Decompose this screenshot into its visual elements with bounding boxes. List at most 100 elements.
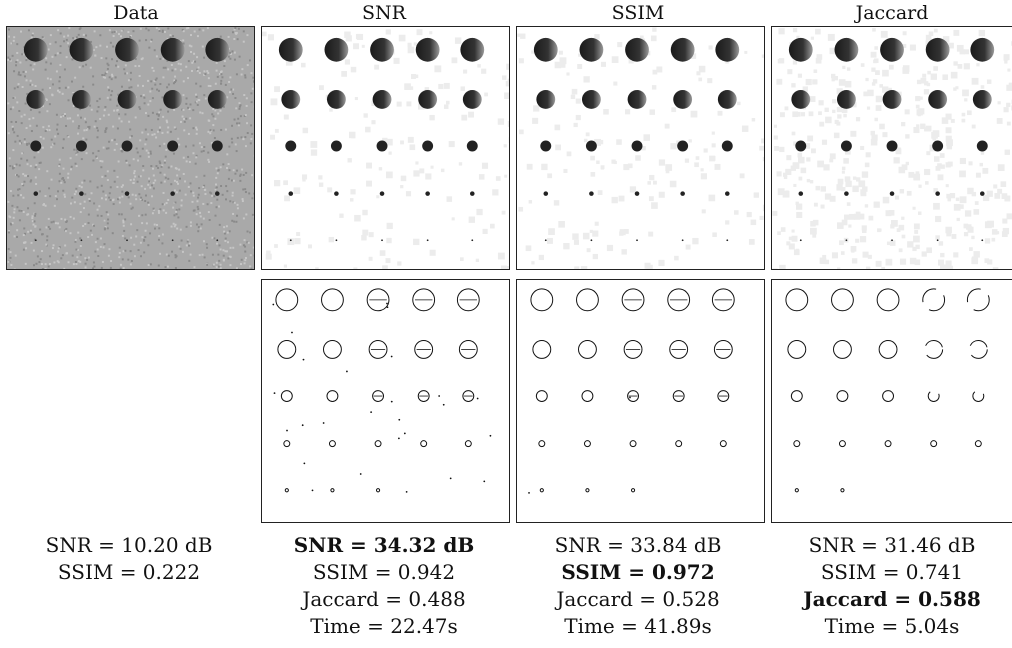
noise-speck (717, 110, 723, 116)
noise-speck (122, 250, 125, 253)
noise-speck (98, 205, 101, 208)
noise-speck (244, 145, 247, 148)
noise-speck (409, 144, 416, 151)
phantom-disk (798, 191, 804, 196)
noise-speck (841, 186, 846, 192)
noise-speck (973, 209, 980, 215)
noise-speck (104, 226, 107, 229)
noise-speck (157, 209, 160, 212)
noise-speck (250, 267, 253, 269)
noise-speck (192, 152, 195, 155)
noise-speck (813, 202, 818, 207)
noise-speck (107, 113, 110, 116)
noise-speck (62, 189, 65, 192)
noise-speck (224, 239, 227, 242)
noise-speck (600, 61, 606, 67)
noise-speck (833, 75, 838, 81)
noise-speck (882, 69, 889, 77)
noise-speck (250, 101, 253, 104)
noise-speck (845, 180, 852, 188)
noise-speck (845, 148, 851, 155)
noise-speck (8, 157, 11, 160)
metric-ssim: SSIM = 0.942 (312, 560, 456, 584)
noise-speck (121, 258, 124, 261)
noise-speck (11, 125, 14, 128)
noise-speck (22, 234, 25, 237)
noise-speck (231, 124, 234, 127)
noise-speck (611, 159, 616, 164)
noise-speck (239, 243, 242, 246)
noise-speck (992, 267, 999, 269)
noise-speck (63, 193, 66, 196)
noise-speck (203, 240, 205, 243)
noise-speck (209, 132, 212, 135)
noise-speck (341, 71, 348, 77)
noise-speck (192, 144, 195, 147)
noise-speck (893, 157, 900, 164)
edge-ring (326, 390, 339, 402)
noise-speck (797, 152, 803, 158)
edge-speck (438, 395, 441, 397)
noise-speck (658, 159, 666, 166)
edge-ring (629, 440, 637, 448)
noise-speck (777, 231, 781, 235)
noise-speck (156, 88, 159, 91)
noise-speck (203, 70, 206, 73)
noise-speck (31, 32, 34, 35)
noise-speck (28, 142, 31, 145)
noise-speck (216, 172, 219, 175)
noise-speck (945, 260, 952, 267)
noise-speck (151, 111, 154, 114)
noise-speck (888, 209, 895, 216)
noise-speck (964, 49, 969, 55)
noise-speck (860, 190, 867, 197)
noise-speck (888, 64, 894, 70)
noise-speck (24, 70, 27, 73)
noise-speck (959, 170, 966, 178)
noise-speck (950, 71, 958, 79)
ssim-reconstruction-image (516, 26, 765, 270)
noise-speck (253, 80, 254, 83)
noise-speck (234, 143, 237, 146)
noise-speck (916, 124, 920, 128)
noise-speck (744, 50, 748, 54)
noise-speck (111, 73, 114, 76)
noise-speck (366, 162, 373, 169)
phantom-disk (207, 89, 227, 109)
noise-speck (203, 146, 206, 148)
noise-speck (197, 230, 200, 233)
noise-speck (233, 220, 236, 223)
noise-speck (242, 244, 245, 247)
noise-speck (167, 83, 170, 86)
noise-speck (149, 100, 152, 103)
noise-speck (451, 217, 455, 221)
noise-speck (121, 190, 124, 193)
noise-speck (215, 61, 218, 64)
noise-speck (824, 107, 829, 112)
noise-speck (163, 142, 166, 145)
noise-speck (187, 132, 190, 135)
phantom-disk (422, 140, 434, 152)
noise-speck (571, 88, 578, 95)
noise-speck (188, 44, 191, 47)
phantom-disk (425, 191, 430, 196)
phantom-disk (585, 140, 597, 152)
noise-speck (178, 143, 181, 146)
noise-speck (785, 168, 792, 175)
noise-speck (873, 58, 879, 64)
noise-speck (158, 145, 161, 148)
phantom-disk (69, 37, 94, 62)
noise-speck (249, 265, 252, 268)
noise-speck (178, 189, 181, 192)
noise-speck (250, 72, 253, 75)
noise-speck (810, 227, 817, 235)
noise-speck (65, 252, 68, 255)
noise-speck (812, 219, 819, 226)
edge-speck (359, 473, 362, 475)
noise-speck (933, 156, 940, 162)
noise-speck (100, 184, 103, 187)
noise-speck (125, 159, 128, 162)
noise-speck (665, 169, 670, 174)
noise-speck (93, 30, 96, 33)
edge-speck (405, 490, 408, 493)
